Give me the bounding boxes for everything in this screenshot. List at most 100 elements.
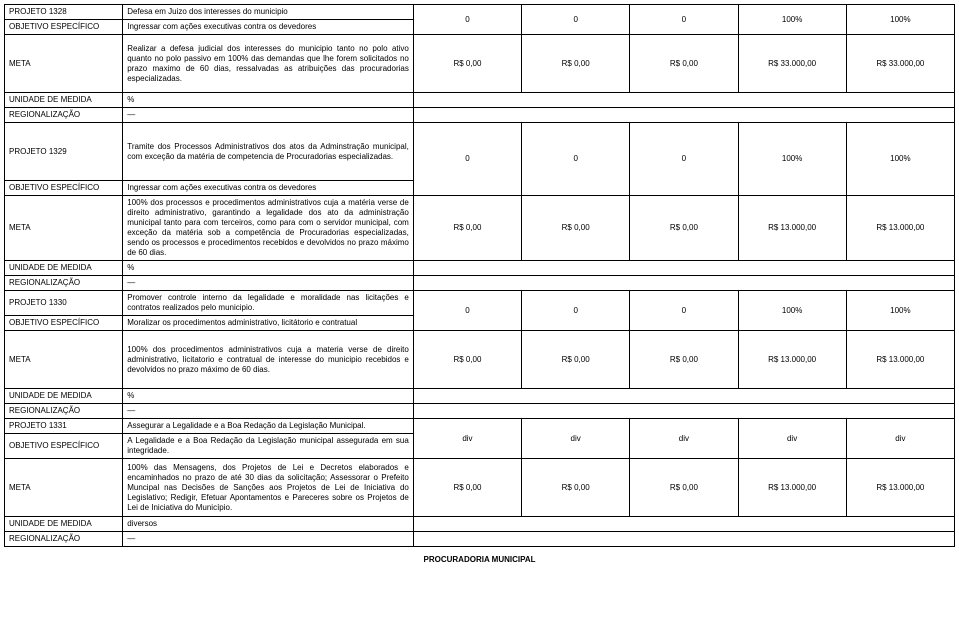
value-cell: R$ 0,00 bbox=[630, 196, 738, 261]
row-description: Moralizar os procedimentos administrativ… bbox=[123, 316, 414, 331]
blank-cell bbox=[413, 532, 954, 547]
table-row: META100% dos procedimentos administrativ… bbox=[5, 331, 955, 389]
row-label: PROJETO 1328 bbox=[5, 5, 123, 20]
row-description: diversos bbox=[123, 517, 414, 532]
row-label: UNIDADE DE MEDIDA bbox=[5, 517, 123, 532]
row-description: A Legalidade e a Boa Redação da Legislaç… bbox=[123, 434, 414, 459]
row-description: Promover controle interno da legalidade … bbox=[123, 291, 414, 316]
value-cell: 0 bbox=[413, 291, 521, 331]
value-cell: 100% bbox=[846, 123, 954, 196]
value-cell: div bbox=[846, 419, 954, 459]
value-cell: 0 bbox=[413, 5, 521, 35]
row-description: % bbox=[123, 261, 414, 276]
value-cell: R$ 0,00 bbox=[630, 331, 738, 389]
value-cell: 0 bbox=[522, 291, 630, 331]
row-description: Ingressar com ações executivas contra os… bbox=[123, 181, 414, 196]
value-cell: R$ 13.000,00 bbox=[738, 196, 846, 261]
table-row: PROJETO 1329Tramite dos Processos Admini… bbox=[5, 123, 955, 181]
value-cell: 0 bbox=[413, 123, 521, 196]
table-row: PROJETO 1331Assegurar a Legalidade e a B… bbox=[5, 419, 955, 434]
value-cell: 100% bbox=[846, 291, 954, 331]
blank-cell bbox=[413, 108, 954, 123]
row-description: 100% das Mensagens, dos Projetos de Lei … bbox=[123, 459, 414, 517]
row-description: — bbox=[123, 108, 414, 123]
row-label: REGIONALIZAÇÃO bbox=[5, 108, 123, 123]
row-description: % bbox=[123, 389, 414, 404]
row-description: Tramite dos Processos Administrativos do… bbox=[123, 123, 414, 181]
table-row: REGIONALIZAÇÃO— bbox=[5, 404, 955, 419]
value-cell: R$ 13.000,00 bbox=[738, 459, 846, 517]
table-row: UNIDADE DE MEDIDAdiversos bbox=[5, 517, 955, 532]
value-cell: 0 bbox=[630, 291, 738, 331]
value-cell: R$ 0,00 bbox=[413, 196, 521, 261]
row-description: — bbox=[123, 532, 414, 547]
value-cell: R$ 0,00 bbox=[630, 459, 738, 517]
row-label: META bbox=[5, 331, 123, 389]
value-cell: R$ 0,00 bbox=[630, 35, 738, 93]
value-cell: 0 bbox=[522, 5, 630, 35]
row-description: Defesa em Juizo dos interesses do munici… bbox=[123, 5, 414, 20]
value-cell: 100% bbox=[738, 291, 846, 331]
row-label: OBJETIVO ESPECÍFICO bbox=[5, 316, 123, 331]
table-row: PROJETO 1328Defesa em Juizo dos interess… bbox=[5, 5, 955, 20]
row-label: META bbox=[5, 35, 123, 93]
value-cell: R$ 13.000,00 bbox=[846, 331, 954, 389]
value-cell: R$ 0,00 bbox=[413, 459, 521, 517]
value-cell: R$ 13.000,00 bbox=[738, 331, 846, 389]
table-row: REGIONALIZAÇÃO— bbox=[5, 532, 955, 547]
table-row: PROJETO 1330Promover controle interno da… bbox=[5, 291, 955, 316]
data-table: PROJETO 1328Defesa em Juizo dos interess… bbox=[4, 4, 955, 547]
value-cell: div bbox=[522, 419, 630, 459]
row-description: Assegurar a Legalidade e a Boa Redação d… bbox=[123, 419, 414, 434]
table-row: REGIONALIZAÇÃO— bbox=[5, 108, 955, 123]
row-description: Realizar a defesa judicial dos interesse… bbox=[123, 35, 414, 93]
row-label: PROJETO 1330 bbox=[5, 291, 123, 316]
row-label: REGIONALIZAÇÃO bbox=[5, 276, 123, 291]
table-row: UNIDADE DE MEDIDA% bbox=[5, 389, 955, 404]
row-description: 100% dos processos e procedimentos admin… bbox=[123, 196, 414, 261]
value-cell: R$ 0,00 bbox=[413, 331, 521, 389]
value-cell: R$ 0,00 bbox=[522, 331, 630, 389]
value-cell: R$ 0,00 bbox=[522, 35, 630, 93]
row-label: META bbox=[5, 459, 123, 517]
value-cell: 100% bbox=[846, 5, 954, 35]
value-cell: 100% bbox=[738, 123, 846, 196]
row-label: REGIONALIZAÇÃO bbox=[5, 404, 123, 419]
table-row: UNIDADE DE MEDIDA% bbox=[5, 93, 955, 108]
value-cell: div bbox=[413, 419, 521, 459]
table-row: REGIONALIZAÇÃO— bbox=[5, 276, 955, 291]
table-row: METARealizar a defesa judicial dos inter… bbox=[5, 35, 955, 93]
value-cell: R$ 0,00 bbox=[413, 35, 521, 93]
footer-title: PROCURADORIA MUNICIPAL bbox=[4, 547, 955, 568]
table-row: META100% das Mensagens, dos Projetos de … bbox=[5, 459, 955, 517]
row-label: REGIONALIZAÇÃO bbox=[5, 532, 123, 547]
value-cell: div bbox=[738, 419, 846, 459]
blank-cell bbox=[413, 276, 954, 291]
table-row: META100% dos processos e procedimentos a… bbox=[5, 196, 955, 261]
blank-cell bbox=[413, 93, 954, 108]
value-cell: R$ 0,00 bbox=[522, 459, 630, 517]
value-cell: R$ 13.000,00 bbox=[846, 196, 954, 261]
table-row: UNIDADE DE MEDIDA% bbox=[5, 261, 955, 276]
value-cell: R$ 33.000,00 bbox=[846, 35, 954, 93]
value-cell: R$ 0,00 bbox=[522, 196, 630, 261]
row-label: UNIDADE DE MEDIDA bbox=[5, 93, 123, 108]
blank-cell bbox=[413, 261, 954, 276]
row-label: OBJETIVO ESPECÍFICO bbox=[5, 20, 123, 35]
row-description: — bbox=[123, 276, 414, 291]
blank-cell bbox=[413, 517, 954, 532]
row-label: UNIDADE DE MEDIDA bbox=[5, 389, 123, 404]
row-description: % bbox=[123, 93, 414, 108]
row-label: PROJETO 1331 bbox=[5, 419, 123, 434]
value-cell: 0 bbox=[630, 123, 738, 196]
row-label: META bbox=[5, 196, 123, 261]
blank-cell bbox=[413, 404, 954, 419]
row-description: Ingressar com ações executivas contra os… bbox=[123, 20, 414, 35]
value-cell: R$ 33.000,00 bbox=[738, 35, 846, 93]
value-cell: 0 bbox=[630, 5, 738, 35]
row-description: — bbox=[123, 404, 414, 419]
value-cell: 100% bbox=[738, 5, 846, 35]
value-cell: R$ 13.000,00 bbox=[846, 459, 954, 517]
value-cell: div bbox=[630, 419, 738, 459]
row-label: OBJETIVO ESPECÍFICO bbox=[5, 434, 123, 459]
